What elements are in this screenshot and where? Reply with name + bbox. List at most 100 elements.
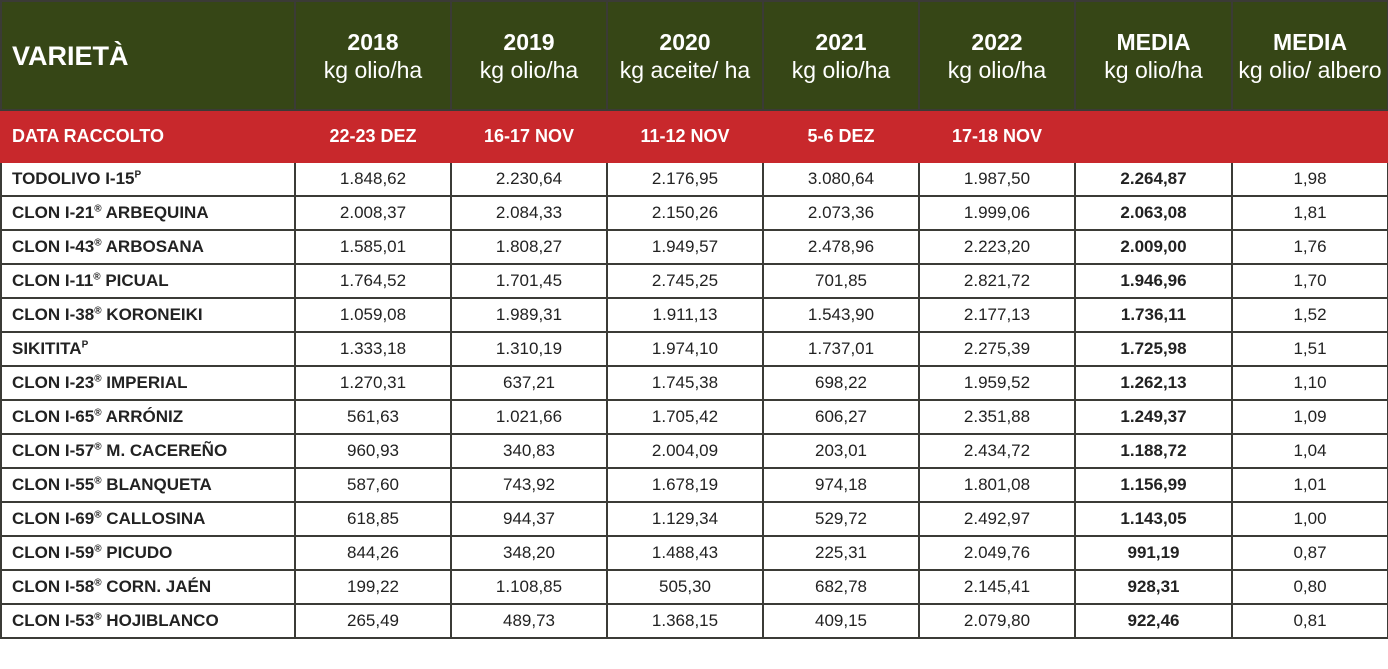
media-ha-cell: 928,31: [1074, 569, 1233, 605]
yield-cell: 409,15: [762, 603, 920, 639]
yield-cell: 1.764,52: [294, 263, 452, 299]
media-tree-cell: 1,09: [1231, 399, 1388, 435]
column-unit: kg aceite/ ha: [619, 56, 751, 83]
media-ha-cell: 2.264,87: [1074, 161, 1233, 197]
variety-mark: ®: [93, 271, 101, 283]
column-unit: kg olio/ albero: [1238, 56, 1382, 83]
column-year: MEDIA: [1272, 28, 1348, 55]
variety-cultivar: BLANQUETA: [101, 475, 212, 494]
media-ha-cell: 991,19: [1074, 535, 1233, 571]
media-ha-cell: 1.736,11: [1074, 297, 1233, 333]
olive-oil-yield-table: VARIETÀ 2018 kg olio/ha 2019 kg olio/ha …: [0, 0, 1388, 639]
media-tree-cell: 1,10: [1231, 365, 1388, 401]
variety-name-cell: CLON I-58® CORN. JAÉN: [0, 569, 296, 605]
yield-cell: 1.701,45: [450, 263, 608, 299]
yield-cell: 2.230,64: [450, 161, 608, 197]
yield-cell: 348,20: [450, 535, 608, 571]
table-row: CLON I-55® BLANQUETA 587,60 743,92 1.678,19…: [0, 467, 1388, 503]
variety-name-cell: CLON I-43® ARBOSANA: [0, 229, 296, 265]
table-row: CLON I-43® ARBOSANA 1.585,01 1.808,27 1.949…: [0, 229, 1388, 265]
variety-name-cell: CLON I-57® M. CACEREÑO: [0, 433, 296, 469]
table-row: CLON I-21® ARBEQUINA 2.008,37 2.084,33 2.15…: [0, 195, 1388, 231]
variety-name-cell: CLON I-55® BLANQUETA: [0, 467, 296, 503]
column-unit: kg olio/ha: [1104, 56, 1203, 83]
variety-name: TODOLIVO I-15: [12, 169, 135, 188]
harvest-date-cell: 5-6 DEZ: [762, 109, 920, 163]
media-tree-cell: 1,04: [1231, 433, 1388, 469]
harvest-date-cell: 11-12 NOV: [606, 109, 764, 163]
harvest-date-cell: 22-23 DEZ: [294, 109, 452, 163]
column-header-2018: 2018 kg olio/ha: [294, 0, 452, 111]
column-header-media-ha: MEDIA kg olio/ha: [1074, 0, 1233, 111]
variety-mark: ®: [94, 305, 102, 317]
column-unit: kg olio/ha: [947, 56, 1047, 83]
yield-cell: 1.989,31: [450, 297, 608, 333]
variety-name: CLON I-11: [12, 271, 94, 290]
yield-cell: 587,60: [294, 467, 452, 503]
variety-name-cell: CLON I-38® KORONEIKI: [0, 297, 296, 333]
yield-cell: 2.150,26: [606, 195, 764, 231]
media-ha-cell: 1.188,72: [1074, 433, 1233, 469]
yield-cell: 2.145,41: [918, 569, 1076, 605]
yield-cell: 1.333,18: [294, 331, 452, 367]
media-tree-cell: 1,76: [1231, 229, 1388, 265]
yield-cell: 701,85: [762, 263, 920, 299]
yield-cell: 2.004,09: [606, 433, 764, 469]
yield-cell: 340,83: [450, 433, 608, 469]
media-ha-cell: 1.143,05: [1074, 501, 1233, 537]
yield-cell: 2.049,76: [918, 535, 1076, 571]
media-tree-cell: 0,81: [1231, 603, 1388, 639]
yield-cell: 2.351,88: [918, 399, 1076, 435]
table-row: CLON I-58® CORN. JAÉN 199,22 1.108,85 505,3…: [0, 569, 1388, 605]
variety-name-cell: CLON I-53® HOJIBLANCO: [0, 603, 296, 639]
yield-cell: 1.368,15: [606, 603, 764, 639]
yield-cell: 2.821,72: [918, 263, 1076, 299]
variety-name: SIKITITA: [12, 339, 82, 358]
yield-cell: 1.129,34: [606, 501, 764, 537]
yield-cell: 1.999,06: [918, 195, 1076, 231]
variety-name: CLON I-21: [12, 203, 95, 222]
table-row: SIKITITAP 1.333,18 1.310,19 1.974,10 1.737,0…: [0, 331, 1388, 367]
column-header-media-tree: MEDIA kg olio/ albero: [1231, 0, 1388, 111]
column-header-2019: 2019 kg olio/ha: [450, 0, 608, 111]
yield-cell: 199,22: [294, 569, 452, 605]
media-ha-cell: 2.063,08: [1074, 195, 1233, 231]
column-unit: kg olio/ha: [479, 56, 579, 83]
variety-name: CLON I-59: [12, 543, 95, 562]
media-ha-cell: 1.725,98: [1074, 331, 1233, 367]
variety-mark: ®: [94, 475, 102, 487]
yield-cell: 1.705,42: [606, 399, 764, 435]
table-row: CLON I-11® PICUAL 1.764,52 1.701,45 2.745,2…: [0, 263, 1388, 299]
table-row: CLON I-57® M. CACEREÑO 960,93 340,83 2.004,…: [0, 433, 1388, 469]
variety-cultivar: HOJIBLANCO: [101, 611, 219, 630]
column-header-2021: 2021 kg olio/ha: [762, 0, 920, 111]
yield-cell: 2.745,25: [606, 263, 764, 299]
media-tree-cell: 0,80: [1231, 569, 1388, 605]
harvest-date-cell: [1231, 109, 1388, 163]
yield-cell: 682,78: [762, 569, 920, 605]
variety-cultivar: CALLOSINA: [101, 509, 206, 528]
variety-mark: ®: [94, 577, 102, 589]
variety-name-cell: CLON I-59® PICUDO: [0, 535, 296, 571]
variety-cultivar: ARBOSANA: [101, 237, 204, 256]
yield-cell: 2.177,13: [918, 297, 1076, 333]
variety-name-cell: CLON I-21® ARBEQUINA: [0, 195, 296, 231]
column-year: MEDIA: [1116, 28, 1191, 55]
yield-cell: 2.492,97: [918, 501, 1076, 537]
harvest-date-label: DATA RACCOLTO: [0, 109, 296, 163]
yield-cell: 743,92: [450, 467, 608, 503]
media-ha-cell: 2.009,00: [1074, 229, 1233, 265]
variety-mark: ®: [94, 441, 102, 453]
variety-name: CLON I-57: [12, 441, 95, 460]
yield-cell: 1.959,52: [918, 365, 1076, 401]
variety-name: CLON I-38: [12, 305, 95, 324]
yield-cell: 1.108,85: [450, 569, 608, 605]
variety-name-cell: CLON I-23® IMPERIAL: [0, 365, 296, 401]
column-year: 2020: [659, 28, 711, 55]
column-year: 2022: [971, 28, 1023, 55]
table-row: CLON I-59® PICUDO 844,26 348,20 1.488,43 225…: [0, 535, 1388, 571]
variety-name: CLON I-69: [12, 509, 95, 528]
yield-cell: 3.080,64: [762, 161, 920, 197]
yield-cell: 1.808,27: [450, 229, 608, 265]
variety-header: VARIETÀ: [0, 0, 296, 111]
